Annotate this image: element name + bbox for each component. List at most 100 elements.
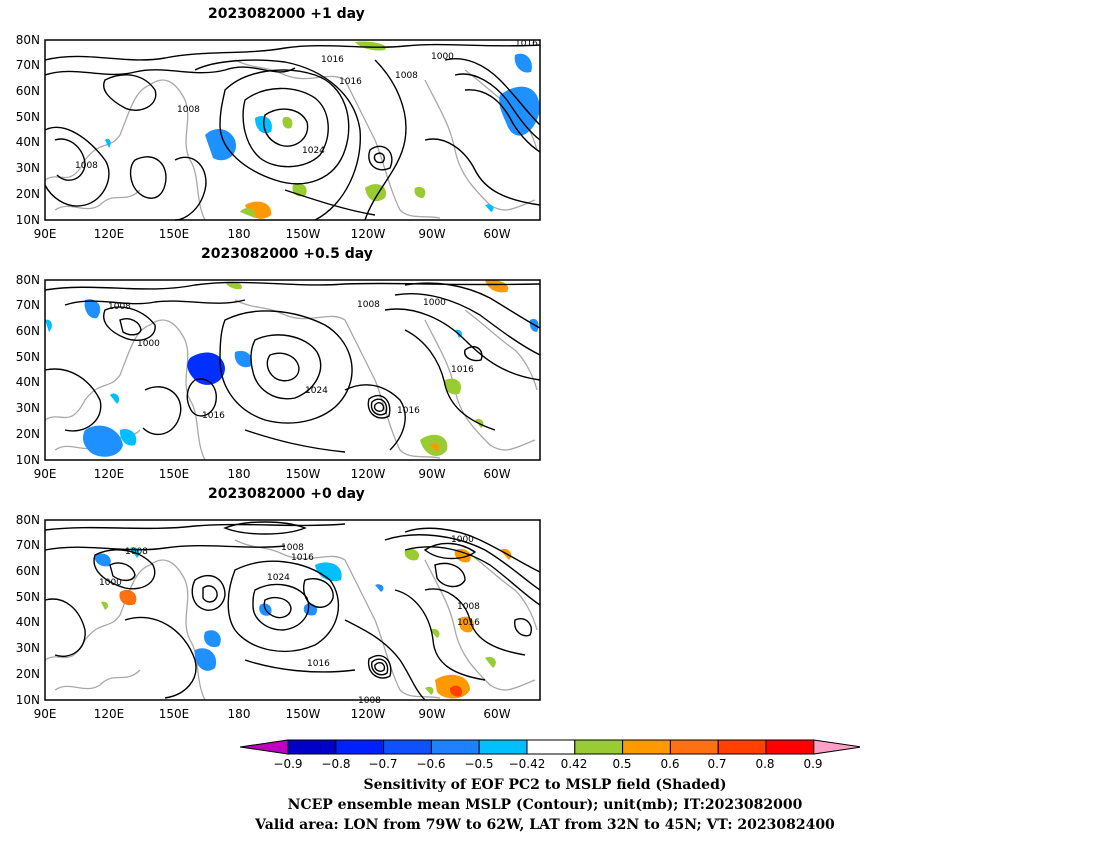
y-tick-label: 80N [16, 513, 40, 527]
x-tick-label: 90W [418, 707, 445, 721]
colorbar-swatch [813, 739, 860, 755]
y-tick-label: 40N [16, 615, 40, 629]
colorbar-label: 0.5 [612, 757, 631, 771]
x-tick-label: 180 [228, 467, 251, 481]
contour-label: 1000 [99, 578, 122, 588]
y-tick-label: 20N [16, 187, 40, 201]
panel-title: 2023082000 +0 day [208, 486, 365, 502]
y-tick-label: 50N [16, 110, 40, 124]
colorbar-label: −0.42 [509, 757, 546, 771]
x-tick-label: 120E [94, 467, 125, 481]
contour-label: 1008 [108, 302, 131, 312]
y-tick-label: 40N [16, 375, 40, 389]
colorbar-label: −0.8 [321, 757, 350, 771]
map-frame [44, 39, 541, 221]
x-tick-label: 120W [351, 467, 386, 481]
x-tick-label: 120W [351, 707, 386, 721]
colorbar-swatch [526, 739, 576, 755]
colorbar-swatch [430, 739, 480, 755]
sensitivity-shading [94, 547, 512, 699]
y-tick-label: 10N [16, 213, 40, 227]
y-tick-label: 30N [16, 161, 40, 175]
caption-line-2: NCEP ensemble mean MSLP (Contour); unit(… [287, 797, 803, 813]
contour-label: 1016 [321, 55, 344, 65]
y-tick-label: 70N [16, 538, 40, 552]
colorbar-swatch [287, 739, 337, 755]
colorbar-swatch [240, 739, 289, 755]
contour-label: 1000 [451, 535, 474, 545]
contour-label: 1008 [177, 105, 200, 115]
colorbar-label: 0.6 [660, 757, 679, 771]
contour-label: 1008 [125, 547, 148, 557]
panel-title: 2023082000 +1 day [208, 6, 365, 22]
y-tick-label: 60N [16, 564, 40, 578]
x-tick-label: 150E [159, 707, 190, 721]
contour-label: 1016 [307, 659, 330, 669]
y-tick-label: 10N [16, 693, 40, 707]
panel-title: 2023082000 +0.5 day [201, 246, 373, 262]
contour-label: 1000 [137, 339, 160, 349]
contour-label: 1016 [515, 39, 538, 49]
map-frame [44, 519, 541, 701]
y-tick-label: 60N [16, 84, 40, 98]
caption-line-1: Sensitivity of EOF PC2 to MSLP field (Sh… [363, 777, 727, 793]
y-tick-label: 70N [16, 298, 40, 312]
y-tick-label: 20N [16, 427, 40, 441]
y-tick-label: 80N [16, 33, 40, 47]
x-tick-label: 120W [351, 227, 386, 241]
x-tick-label: 180 [228, 227, 251, 241]
colorbar: −0.9 −0.8 −0.7 −0.6 −0.5 −0.42 0.42 0.5 … [240, 739, 860, 771]
map-panel-1: 80N 70N 60N 50N 40N 30N 20N 10N 90E 120E… [16, 33, 541, 241]
y-tick-label: 20N [16, 667, 40, 681]
colorbar-swatch [383, 739, 432, 755]
map-frame [44, 279, 541, 461]
mslp-contours [44, 521, 541, 701]
colorbar-label: −0.5 [464, 757, 493, 771]
contour-label: 1008 [395, 71, 418, 81]
contour-label: 1000 [431, 52, 454, 62]
y-tick-label: 70N [16, 58, 40, 72]
colorbar-swatch [717, 739, 767, 755]
colorbar-label: −0.9 [273, 757, 302, 771]
contour-label: 1000 [423, 298, 446, 308]
y-tick-label: 10N [16, 453, 40, 467]
contour-label: 1016 [202, 411, 225, 421]
y-tick-label: 80N [16, 273, 40, 287]
map-panel-3: 80N 70N 60N 50N 40N 30N 20N 10N 90E 120E… [16, 513, 541, 721]
colorbar-label: 0.42 [561, 757, 588, 771]
x-tick-label: 150W [286, 467, 321, 481]
caption-line-3: Valid area: LON from 79W to 62W, LAT fro… [255, 817, 835, 833]
x-tick-label: 150W [286, 707, 321, 721]
colorbar-swatch [669, 739, 719, 755]
sensitivity-shading [105, 41, 540, 219]
contour-label: 1008 [357, 300, 380, 310]
x-tick-label: 180 [228, 707, 251, 721]
y-tick-label: 30N [16, 401, 40, 415]
x-tick-label: 120E [94, 707, 125, 721]
y-tick-label: 30N [16, 641, 40, 655]
contour-label: 1024 [267, 573, 290, 583]
x-tick-label: 60W [483, 227, 510, 241]
contour-label: 1008 [457, 602, 480, 612]
contour-label: 1024 [302, 146, 325, 156]
colorbar-label: −0.6 [416, 757, 445, 771]
x-tick-label: 90E [34, 707, 57, 721]
contour-label: 1024 [305, 386, 328, 396]
contour-label: 1008 [75, 161, 98, 171]
x-tick-label: 150W [286, 227, 321, 241]
y-tick-label: 50N [16, 590, 40, 604]
colorbar-label: 0.8 [755, 757, 774, 771]
x-tick-label: 60W [483, 707, 510, 721]
coastlines [44, 539, 538, 701]
colorbar-swatch [622, 739, 671, 755]
contour-label: 1016 [451, 365, 474, 375]
colorbar-label: −0.7 [368, 757, 397, 771]
x-tick-label: 120E [94, 227, 125, 241]
contour-label: 1016 [291, 553, 314, 563]
x-tick-label: 90W [418, 467, 445, 481]
colorbar-swatch [574, 739, 624, 755]
contour-label: 1008 [281, 543, 304, 553]
contour-label: 1016 [339, 77, 362, 87]
mslp-contours [44, 281, 541, 453]
y-tick-label: 60N [16, 324, 40, 338]
